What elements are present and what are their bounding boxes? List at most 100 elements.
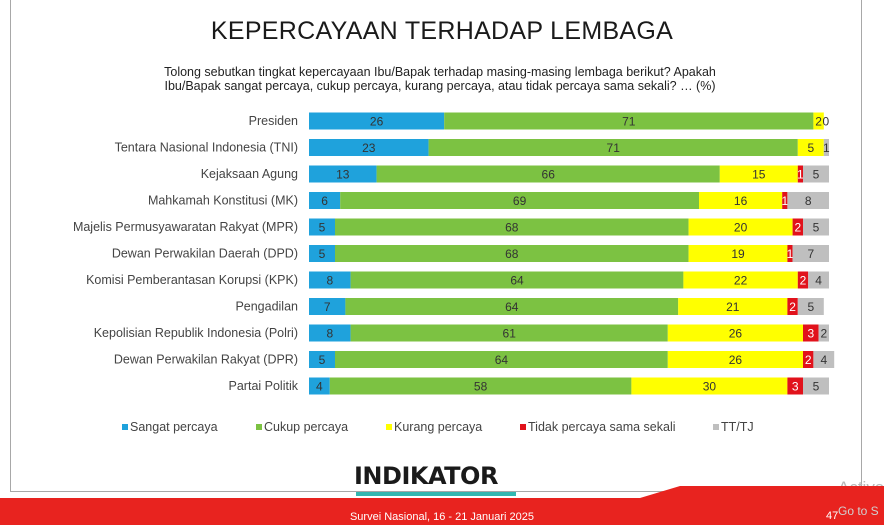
data-label: 8 (326, 327, 333, 341)
bar-segment (683, 271, 798, 289)
bar-segment (335, 351, 668, 368)
logo-underline (356, 492, 516, 496)
data-label: 0 (822, 115, 829, 129)
data-label: 2 (820, 327, 827, 341)
data-label: 64 (495, 353, 509, 367)
bar-segment (782, 192, 788, 209)
legend-label: Tidak percaya sama sekali (528, 420, 676, 434)
data-label: 68 (505, 247, 519, 261)
category-label: Kejaksaan Agung (201, 167, 298, 181)
data-label: 5 (319, 221, 326, 235)
page-number: 47 (826, 510, 839, 522)
bar-segment (818, 324, 829, 342)
bar-segment (803, 165, 829, 183)
legend-label: Kurang percaya (394, 420, 482, 434)
footer-bar (0, 486, 884, 525)
bar-segment (309, 271, 351, 289)
legend-label: TT/TJ (721, 420, 754, 434)
legend-swatch (520, 424, 526, 430)
bar-segment (667, 351, 803, 368)
bar-segment (309, 112, 445, 130)
bar-segment (787, 298, 798, 315)
bar-segment (667, 324, 803, 342)
bar-segment (329, 377, 632, 395)
bar-segment (797, 298, 824, 315)
bar-segment (309, 377, 330, 395)
bar-segment (787, 245, 793, 262)
data-label: 15 (752, 168, 766, 182)
subtitle-line-1: Tolong sebutkan tingkat kepercayaan Ibu/… (164, 65, 716, 79)
category-label: Kepolisian Republik Indonesia (Polri) (94, 326, 298, 340)
data-label: 3 (807, 327, 814, 341)
data-label: 1 (781, 194, 788, 208)
data-label: 69 (513, 194, 527, 208)
category-label: Presiden (249, 114, 298, 128)
data-label: 7 (324, 300, 331, 314)
category-label: Dewan Perwakilan Rakyat (DPR) (114, 353, 298, 367)
legend-label: Cukup percaya (264, 420, 348, 434)
legend-swatch (256, 424, 262, 430)
data-label: 1 (823, 141, 830, 155)
data-label: 8 (326, 274, 333, 288)
data-label: 64 (510, 274, 524, 288)
data-label: 26 (729, 353, 743, 367)
legend-swatch (713, 424, 719, 430)
data-label: 5 (813, 221, 820, 235)
bar-segment (803, 218, 829, 236)
bar-segment (813, 112, 824, 130)
bar-segment (792, 245, 829, 262)
bar-segment (309, 192, 341, 209)
data-label: 68 (505, 221, 519, 235)
data-label: 5 (813, 380, 820, 394)
category-label: Tentara Nasional Indonesia (TNI) (115, 141, 298, 155)
data-label: 61 (503, 327, 517, 341)
bar-segment (797, 165, 803, 183)
data-label: 5 (813, 168, 820, 182)
bar-segment (309, 218, 335, 236)
bar-segment (309, 139, 429, 156)
bar-segment (309, 165, 377, 183)
data-label: 2 (794, 221, 801, 235)
logo-text: INDIKATOR (354, 462, 498, 490)
subtitle-line-2: Ibu/Bapak sangat percaya, cukup percaya,… (164, 79, 716, 93)
category-label: Partai Politik (229, 379, 299, 393)
category-label: Pengadilan (235, 300, 298, 314)
category-label: Majelis Permusyawaratan Rakyat (MPR) (73, 220, 298, 234)
bar-segment (719, 165, 798, 183)
data-label: 71 (607, 141, 621, 155)
data-label: 5 (319, 353, 326, 367)
bar-segment (797, 271, 809, 289)
activation-watermark-link: Go to S (838, 504, 879, 518)
data-label: 3 (792, 380, 799, 394)
data-label: 19 (731, 247, 745, 261)
data-label: 26 (370, 115, 384, 129)
data-label: 1 (797, 168, 804, 182)
bar-segment (309, 351, 335, 368)
data-label: 4 (316, 380, 323, 394)
bar-segment (787, 377, 803, 395)
data-label: 64 (505, 300, 519, 314)
legend-swatch (122, 424, 128, 430)
bar-segment (428, 139, 798, 156)
data-label: 5 (807, 141, 814, 155)
bar-segment (803, 377, 829, 395)
bar-segment (688, 245, 788, 262)
data-label: 21 (726, 300, 740, 314)
category-label: Dewan Perwakilan Daerah (DPD) (112, 247, 298, 261)
data-label: 30 (703, 380, 717, 394)
bar-segment (309, 298, 346, 315)
data-label: 26 (729, 327, 743, 341)
indikator-logo: INDIKATOR (354, 462, 520, 496)
bar-segment (350, 324, 668, 342)
chart-subtitle: Tolong sebutkan tingkat kepercayaan Ibu/… (120, 65, 760, 93)
bar-segment (309, 324, 351, 342)
bar-segment (350, 271, 684, 289)
category-label: Komisi Pemberantasan Korupsi (KPK) (86, 273, 298, 287)
data-label: 2 (800, 274, 807, 288)
footer-survey-label: Survei Nasional, 16 - 21 Januari 2025 (349, 511, 535, 523)
bar-segment (699, 192, 783, 209)
bar-segment (678, 298, 788, 315)
bar-segment (792, 218, 803, 236)
data-label: 16 (734, 194, 748, 208)
bar-segment (803, 324, 819, 342)
